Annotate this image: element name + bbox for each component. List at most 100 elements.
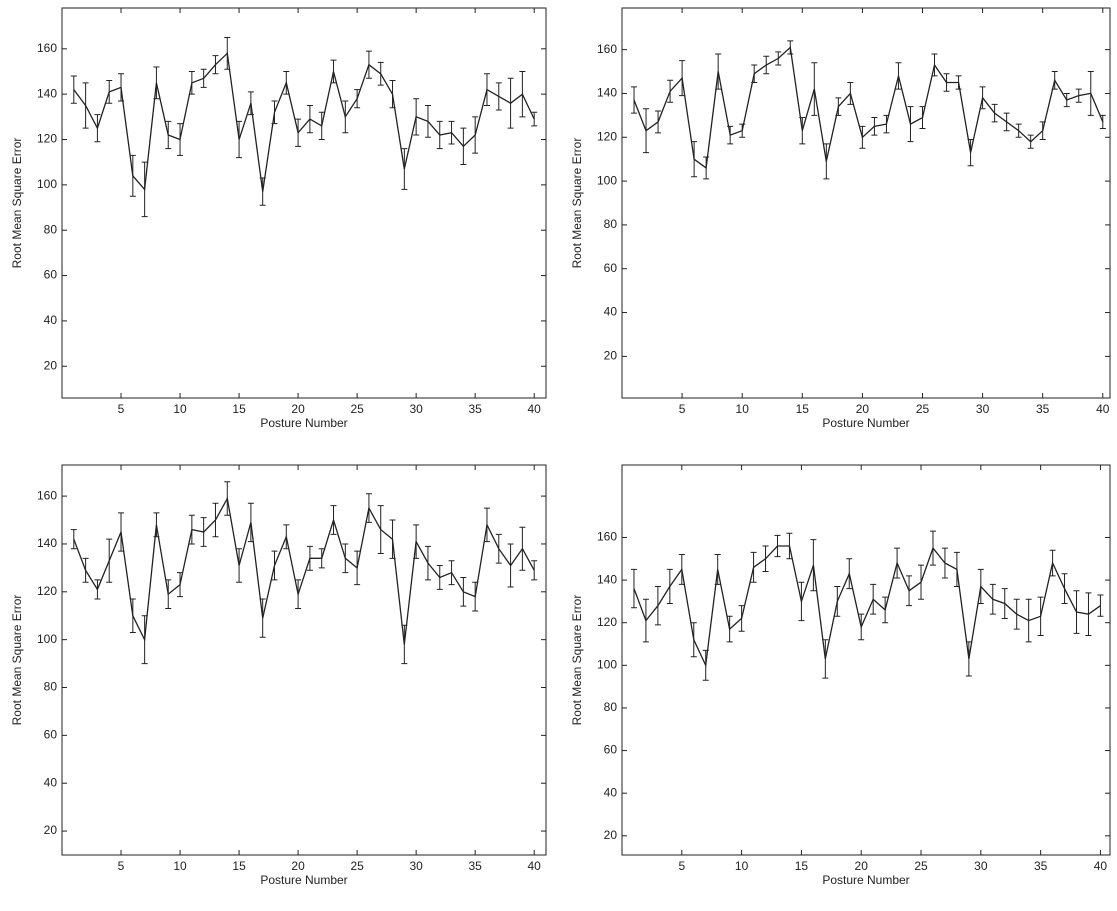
error-bar: [531, 111, 538, 127]
error-bar: [763, 55, 770, 75]
y-tick-label: 20: [44, 823, 58, 837]
error-bar: [118, 512, 125, 552]
error-bar: [715, 53, 722, 90]
error-bar: [1087, 71, 1094, 116]
x-axis-label: Posture Number: [260, 873, 347, 887]
error-bar: [436, 120, 443, 150]
error-bar: [630, 568, 637, 609]
error-bar: [483, 507, 490, 543]
x-tick-label: 40: [1094, 859, 1108, 873]
y-tick-label: 40: [604, 785, 618, 799]
x-tick-label: 30: [409, 859, 423, 873]
error-bar: [1049, 549, 1056, 577]
error-bar: [118, 73, 125, 102]
data-line: [633, 46, 1104, 170]
error-bar: [918, 564, 925, 600]
error-bar: [847, 81, 854, 105]
error-bar: [224, 36, 231, 70]
error-bar: [858, 613, 865, 641]
x-tick-label: 35: [468, 402, 482, 416]
error-bar: [941, 547, 948, 579]
error-bar: [389, 80, 396, 109]
x-tick-label: 35: [468, 859, 482, 873]
error-bar: [188, 514, 195, 545]
error-bar: [1037, 596, 1044, 636]
y-tick-label: 40: [44, 313, 58, 327]
error-bar: [895, 62, 902, 90]
error-bar: [200, 517, 207, 547]
data-line: [73, 496, 535, 645]
y-tick-label: 20: [604, 349, 618, 363]
error-bar: [762, 545, 769, 573]
error-bar: [82, 82, 89, 129]
panel: 5 10 15 20 25 30 35 40 20 40 60 80 100 120 140 160 Postu…: [10, 7, 547, 430]
error-bar: [894, 547, 901, 579]
x-tick-label: 5: [678, 859, 685, 873]
x-axis-label: Posture Number: [822, 873, 909, 887]
x-tick-label: 5: [118, 402, 125, 416]
error-bar: [448, 120, 455, 145]
error-bar: [655, 110, 662, 134]
x-tick-label: 20: [291, 402, 305, 416]
x-tick-label: 20: [291, 859, 305, 873]
y-tick-label: 120: [37, 132, 57, 146]
x-axis-label: Posture Number: [260, 416, 347, 430]
plot-frame: [61, 7, 547, 399]
error-bar: [106, 538, 113, 583]
y-tick-label: 60: [604, 261, 618, 275]
x-tick-label: 20: [856, 402, 870, 416]
x-tick-label: 40: [528, 859, 542, 873]
y-tick-label: 100: [597, 657, 617, 671]
y-tick-label: 140: [597, 572, 617, 586]
error-bar: [424, 545, 431, 581]
y-tick-label: 40: [44, 775, 58, 789]
error-bar: [519, 70, 526, 118]
error-bar: [295, 118, 302, 147]
error-bar: [295, 579, 302, 610]
y-tick-label: 20: [44, 358, 58, 372]
error-bar: [236, 548, 243, 583]
y-tick-label: 160: [37, 41, 57, 55]
error-bar: [129, 154, 136, 197]
error-bar: [448, 560, 455, 586]
error-bar: [129, 598, 136, 633]
error-bar: [483, 73, 490, 106]
x-tick-label: 40: [1096, 402, 1110, 416]
error-bar: [714, 554, 721, 585]
error-bar: [943, 73, 950, 92]
error-bar: [690, 622, 697, 658]
error-bar: [883, 114, 890, 134]
error-bar: [1027, 134, 1034, 149]
error-bar: [460, 576, 467, 607]
y-tick-label: 20: [604, 828, 618, 842]
error-bar: [70, 529, 77, 550]
error-bar: [859, 125, 866, 149]
error-bar: [787, 40, 794, 55]
error-bar: [798, 581, 805, 622]
x-tick-label: 25: [350, 402, 364, 416]
error-bar: [810, 539, 817, 592]
error-bar: [953, 551, 960, 587]
y-tick-label: 140: [37, 536, 57, 550]
y-tick-label: 80: [604, 700, 618, 714]
error-bar: [931, 53, 938, 77]
error-bar: [1001, 588, 1008, 619]
error-bar: [377, 61, 384, 86]
error-bar: [870, 583, 877, 615]
error-bar: [495, 82, 502, 111]
error-bar: [631, 86, 638, 114]
y-tick-label: 140: [597, 86, 617, 100]
panel: 5 10 15 20 25 30 35 40 20 40 60 80 100 120 140 160 Postu…: [10, 464, 547, 887]
error-bar: [1015, 123, 1022, 138]
y-tick-label: 160: [597, 530, 617, 544]
plot-frame: [621, 7, 1111, 399]
error-bar: [165, 579, 172, 610]
y-tick-label: 120: [597, 615, 617, 629]
error-bar: [153, 66, 160, 100]
error-bar: [965, 641, 972, 677]
error-bar: [727, 125, 734, 145]
error-bar: [342, 543, 349, 574]
error-bar: [271, 100, 278, 125]
error-bar: [1063, 92, 1070, 108]
error-bar: [165, 120, 172, 150]
